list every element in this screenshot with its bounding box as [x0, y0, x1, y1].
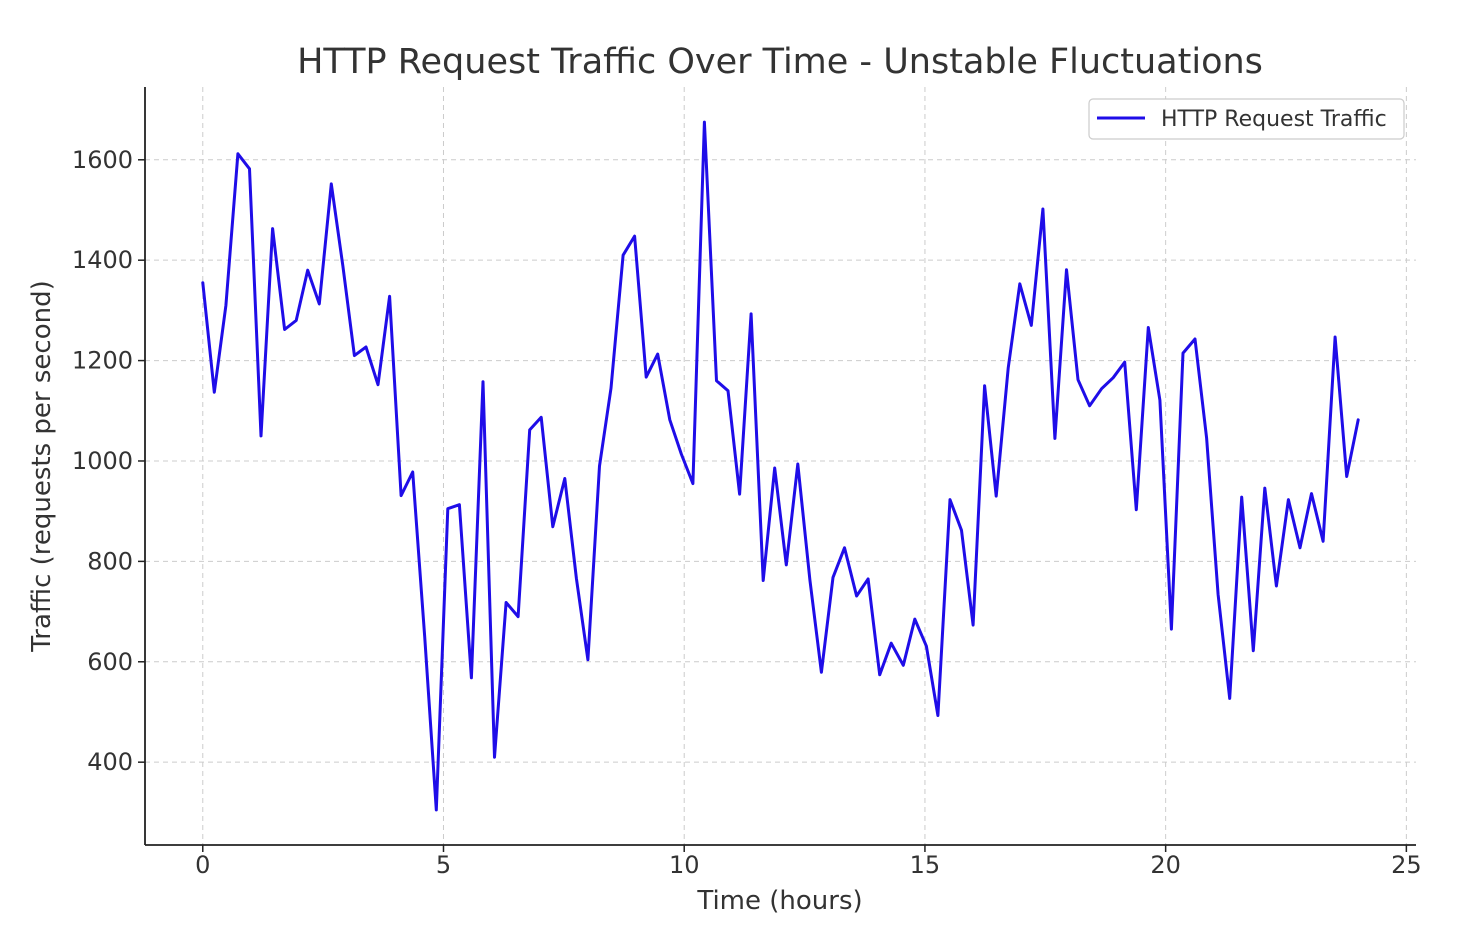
grid — [145, 87, 1416, 845]
series-line — [201, 120, 1360, 812]
x-axis-label: Time (hours) — [696, 886, 862, 916]
legend-label: HTTP Request Traffic — [1161, 107, 1387, 132]
x-tick-label: 15 — [910, 851, 941, 879]
y-tick-label: 400 — [87, 748, 133, 776]
y-tick-label: 1000 — [72, 447, 133, 475]
y-tick-label: 600 — [87, 648, 133, 676]
chart-title: HTTP Request Traffic Over Time - Unstabl… — [297, 42, 1263, 82]
y-tick-label: 1600 — [72, 146, 133, 174]
series-layer — [201, 120, 1360, 812]
y-axis-label: Traffic (requests per second) — [27, 280, 57, 653]
x-tick-label: 25 — [1391, 851, 1422, 879]
x-tick-label: 10 — [669, 851, 700, 879]
legend-frame — [1088, 98, 1405, 140]
y-tick-label: 1400 — [72, 246, 133, 274]
x-tick-label: 20 — [1150, 851, 1181, 879]
tick-labels: 0 5 10 15 20 25 400 600 800 1000 1200 1400 1600 — [72, 146, 1422, 879]
y-tick-label: 800 — [87, 547, 133, 575]
legend: HTTP Request Traffic — [1088, 98, 1405, 140]
x-tick-label: 0 — [195, 851, 210, 879]
y-tick-label: 1200 — [72, 347, 133, 375]
x-tick-label: 5 — [436, 851, 451, 879]
axes — [138, 87, 1416, 852]
